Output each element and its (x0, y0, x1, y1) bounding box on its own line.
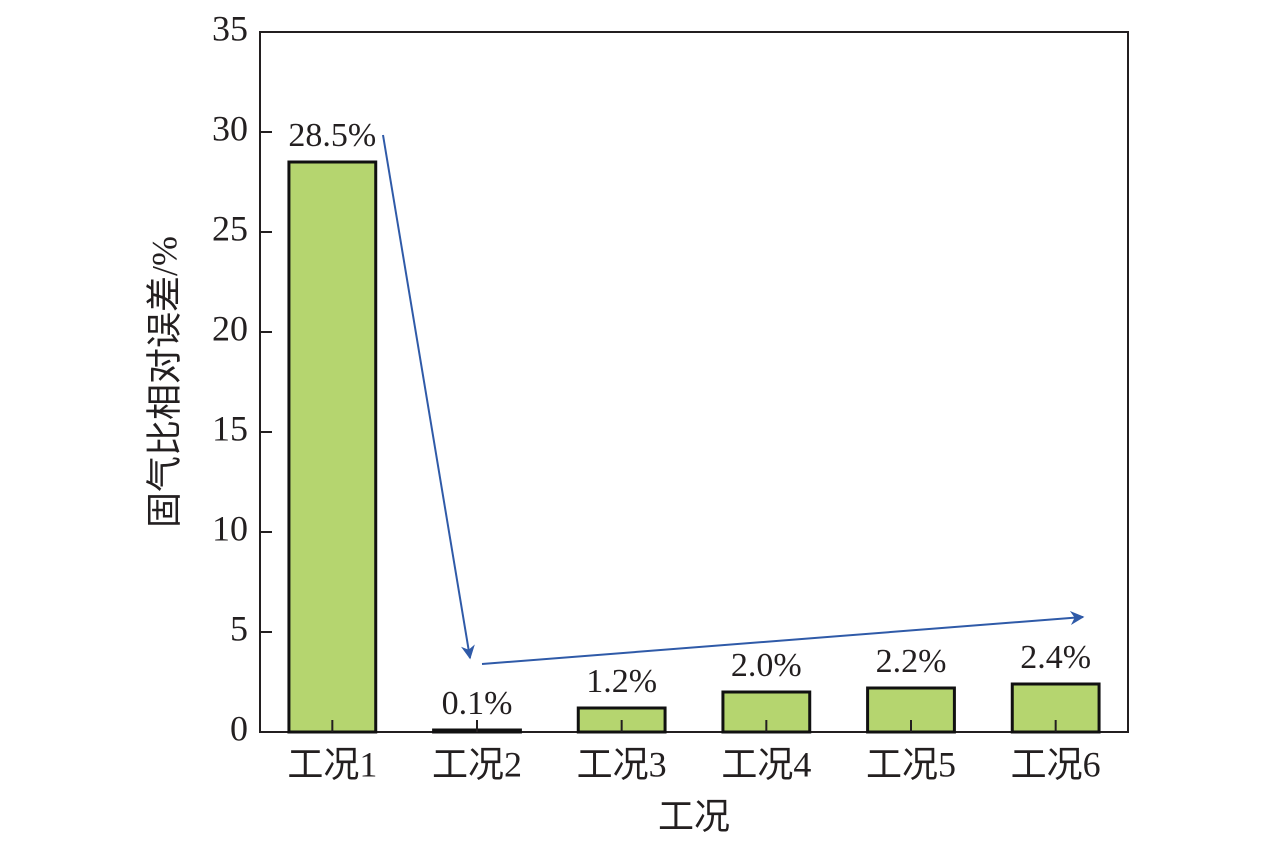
x-tick-label: 工况2 (432, 744, 522, 784)
value-label: 2.0% (731, 647, 802, 684)
trend-arrow (481, 611, 1085, 665)
x-tick-label: 工况1 (287, 744, 377, 784)
y-tick-label: 5 (230, 608, 248, 648)
bar (287, 160, 378, 734)
x-tick-label: 工况6 (1011, 744, 1101, 784)
y-tick-label: 35 (212, 8, 248, 48)
x-tick-label: 工况3 (577, 744, 667, 784)
plot-frame (259, 31, 1129, 733)
y-tick-label: 10 (212, 508, 248, 548)
y-tick-label: 30 (212, 108, 248, 148)
x-axis-title: 工况 (658, 796, 730, 836)
value-label: 2.2% (876, 643, 947, 680)
y-tick-label: 0 (230, 708, 248, 748)
x-tick-label: 工况5 (866, 744, 956, 784)
x-tick-label: 工况4 (721, 744, 811, 784)
y-tick-label: 20 (212, 308, 248, 348)
value-label: 2.4% (1020, 639, 1091, 676)
trend-arrow (382, 134, 475, 660)
bar (721, 690, 812, 734)
value-label: 28.5% (288, 117, 376, 154)
y-tick-label: 15 (212, 408, 248, 448)
y-axis-title: 固气比相对误差/% (144, 236, 184, 528)
value-label: 0.1% (442, 685, 513, 722)
y-tick-label: 25 (212, 208, 248, 248)
value-label: 1.2% (586, 663, 657, 700)
